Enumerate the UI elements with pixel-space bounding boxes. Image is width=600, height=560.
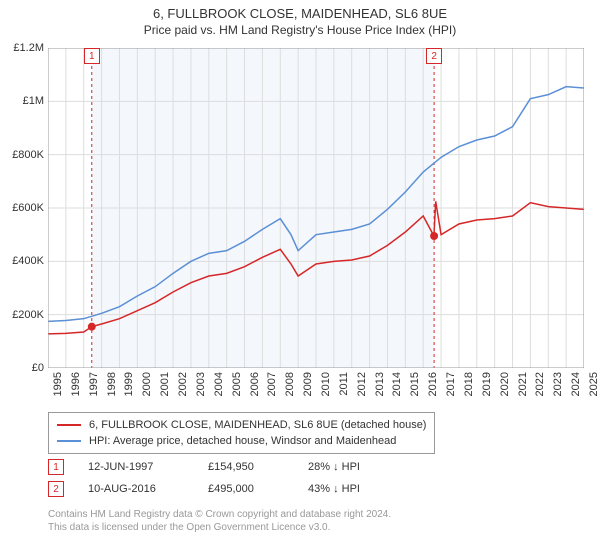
- sale-price: £154,950: [208, 461, 308, 473]
- sale-price: £495,000: [208, 483, 308, 495]
- y-tick-label: £800K: [4, 149, 44, 161]
- x-tick-label: 2002: [177, 372, 189, 396]
- x-tick-label: 2020: [499, 372, 511, 396]
- x-tick-label: 2017: [445, 372, 457, 396]
- y-tick-label: £400K: [4, 255, 44, 267]
- x-tick-label: 2013: [374, 372, 386, 396]
- x-tick-label: 2014: [391, 372, 403, 396]
- x-tick-label: 2018: [463, 372, 475, 396]
- y-tick-label: £0: [4, 362, 44, 374]
- x-tick-label: 2021: [517, 372, 529, 396]
- sale-row: 2 10-AUG-2016 £495,000 43% ↓ HPI: [48, 478, 428, 500]
- x-tick-label: 1997: [88, 372, 100, 396]
- sale-marker-box: 2: [48, 481, 64, 497]
- chart-sale-marker: 1: [84, 48, 100, 64]
- x-tick-label: 2023: [552, 372, 564, 396]
- x-tick-label: 2016: [427, 372, 439, 396]
- sale-date: 12-JUN-1997: [88, 461, 208, 473]
- x-tick-label: 2007: [266, 372, 278, 396]
- legend-label: HPI: Average price, detached house, Wind…: [89, 435, 396, 447]
- x-tick-label: 2024: [570, 372, 582, 396]
- x-tick-label: 1999: [123, 372, 135, 396]
- chart-svg: [48, 48, 584, 368]
- chart-title: 6, FULLBROOK CLOSE, MAIDENHEAD, SL6 8UE: [0, 0, 600, 21]
- x-tick-label: 2009: [302, 372, 314, 396]
- sale-pct: 43% ↓ HPI: [308, 483, 428, 495]
- x-tick-label: 2005: [231, 372, 243, 396]
- x-tick-label: 2006: [249, 372, 261, 396]
- legend-swatch: [57, 424, 81, 426]
- x-tick-label: 1995: [52, 372, 64, 396]
- x-tick-label: 2001: [159, 372, 171, 396]
- x-tick-label: 2011: [338, 372, 350, 396]
- sale-pct: 28% ↓ HPI: [308, 461, 428, 473]
- x-tick-label: 2019: [481, 372, 493, 396]
- footer: Contains HM Land Registry data © Crown c…: [48, 508, 391, 534]
- sale-marker-num: 2: [53, 484, 59, 495]
- y-tick-label: £1M: [4, 95, 44, 107]
- x-tick-label: 2003: [195, 372, 207, 396]
- x-tick-label: 2008: [284, 372, 296, 396]
- sale-row: 1 12-JUN-1997 £154,950 28% ↓ HPI: [48, 456, 428, 478]
- sale-marker-box: 1: [48, 459, 64, 475]
- legend-entry: 6, FULLBROOK CLOSE, MAIDENHEAD, SL6 8UE …: [57, 417, 426, 433]
- x-tick-label: 2004: [213, 372, 225, 396]
- x-tick-label: 2000: [141, 372, 153, 396]
- x-tick-label: 1998: [106, 372, 118, 396]
- sale-marker-num: 1: [53, 462, 59, 473]
- chart-subtitle: Price paid vs. HM Land Registry's House …: [0, 21, 600, 41]
- legend-label: 6, FULLBROOK CLOSE, MAIDENHEAD, SL6 8UE …: [89, 419, 426, 431]
- footer-line: This data is licensed under the Open Gov…: [48, 521, 391, 534]
- x-tick-label: 2022: [534, 372, 546, 396]
- chart-sale-marker: 2: [426, 48, 442, 64]
- x-tick-label: 1996: [70, 372, 82, 396]
- legend-swatch: [57, 440, 81, 442]
- chart-container: 6, FULLBROOK CLOSE, MAIDENHEAD, SL6 8UE …: [0, 0, 600, 560]
- x-tick-label: 2012: [356, 372, 368, 396]
- legend-entry: HPI: Average price, detached house, Wind…: [57, 433, 426, 449]
- legend: 6, FULLBROOK CLOSE, MAIDENHEAD, SL6 8UE …: [48, 412, 435, 454]
- y-tick-label: £600K: [4, 202, 44, 214]
- y-tick-label: £1.2M: [4, 42, 44, 54]
- chart-area: [48, 48, 584, 368]
- sale-date: 10-AUG-2016: [88, 483, 208, 495]
- x-tick-label: 2025: [588, 372, 600, 396]
- x-tick-label: 2010: [320, 372, 332, 396]
- y-tick-label: £200K: [4, 309, 44, 321]
- sales-table: 1 12-JUN-1997 £154,950 28% ↓ HPI 2 10-AU…: [48, 456, 428, 500]
- footer-line: Contains HM Land Registry data © Crown c…: [48, 508, 391, 521]
- x-tick-label: 2015: [409, 372, 421, 396]
